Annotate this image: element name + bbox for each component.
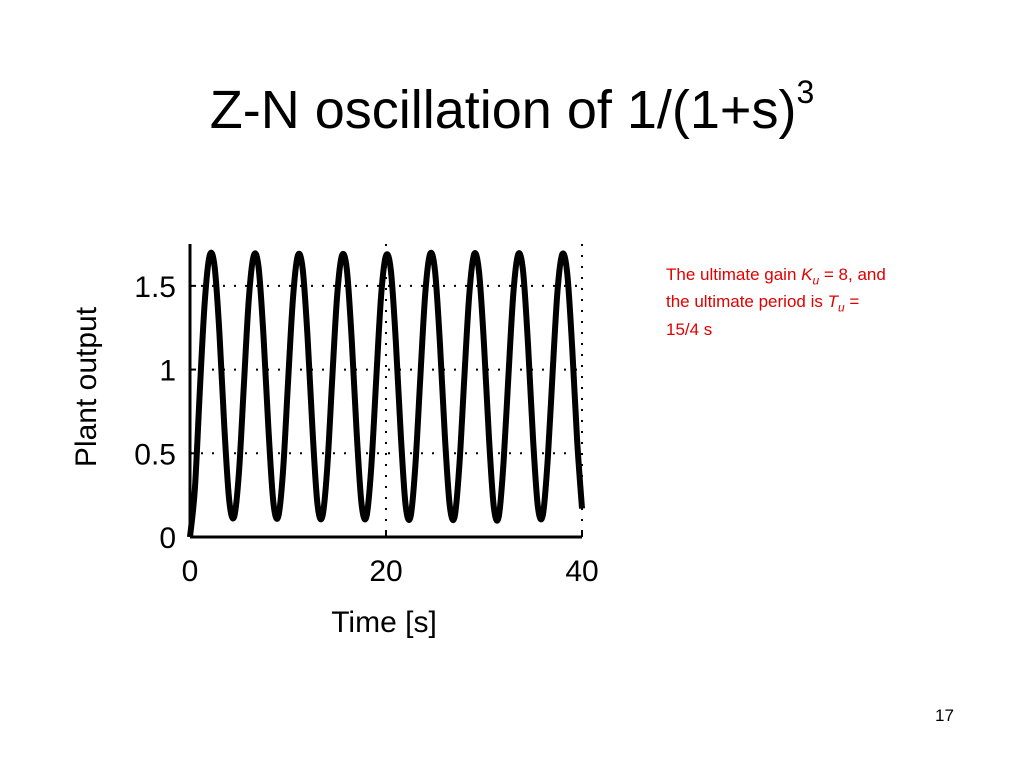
y-tick-label: 0.5	[134, 438, 176, 471]
y-tick-label: 1	[159, 355, 176, 388]
y-tick-label: 0	[159, 522, 176, 555]
x-axis-label: Time [s]	[331, 606, 437, 639]
x-tick-label: 40	[565, 555, 598, 588]
tu-value: =	[844, 292, 860, 312]
slide-title: Z-N oscillation of 1/(1+s)3	[0, 76, 1024, 140]
ku-symbol: Ku	[801, 265, 820, 288]
y-tick-label: 1.5	[134, 271, 176, 304]
slide-title-main: Z-N oscillation of 1/(1+s)	[209, 80, 797, 140]
note-prefix: The ultimate gain	[666, 265, 802, 284]
ku-value: = 8, and	[819, 265, 886, 284]
tu-symbol: Tu	[827, 292, 845, 315]
chart-series	[187, 249, 585, 538]
note-line-3: 15/4 s	[666, 319, 713, 339]
chart-axes	[188, 244, 583, 539]
y-axis-label: Plant output	[70, 306, 103, 467]
plant-output-line	[187, 249, 585, 538]
page-number: 17	[935, 706, 954, 725]
chart-tick-labels: 0 20 40 0 0.5 1 1.5	[134, 271, 598, 588]
x-tick-label: 0	[182, 555, 199, 588]
tu-subscript: u	[837, 300, 845, 315]
note-line-2: the ultimate period is	[666, 292, 828, 312]
x-tick-label: 20	[369, 555, 402, 588]
ku-subscript: u	[812, 273, 820, 288]
slide-title-superscript: 3	[796, 74, 815, 110]
ultimate-gain-note: The ultimate gain Ku = 8, and the ultimat…	[666, 264, 966, 341]
